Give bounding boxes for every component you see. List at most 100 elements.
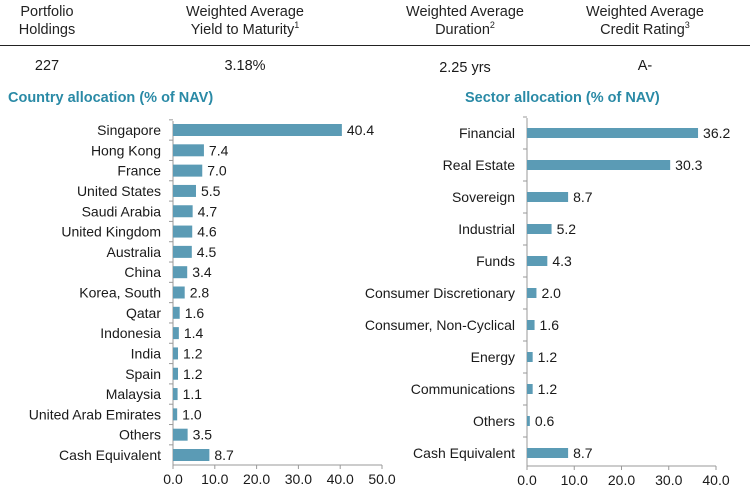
country-value-label: 5.5 (201, 183, 221, 199)
summary-holdings-value: 227 (34, 58, 60, 74)
sector-bar (527, 384, 533, 394)
sector-value-label: 36.2 (703, 125, 730, 141)
portfolio-summary: Portfolio Holdings 227 Weighted Average … (0, 0, 750, 88)
country-x-tick-label: 30.0 (285, 471, 312, 487)
sector-value-label: 1.2 (538, 349, 558, 365)
country-bar (173, 428, 188, 441)
sector-chart-title: Sector allocation (% of NAV) (465, 90, 660, 106)
sector-category-label: Others (473, 413, 515, 429)
country-category-label: Qatar (126, 305, 161, 321)
summary-duration-value: 2.25 yrs (439, 60, 491, 76)
country-value-label: 1.1 (183, 386, 203, 402)
sector-category-label: Financial (459, 125, 515, 141)
country-bar (173, 266, 188, 279)
country-bar (173, 144, 204, 157)
country-bar (173, 205, 193, 218)
country-category-label: Australia (107, 244, 162, 260)
sector-x-tick-label: 10.0 (561, 472, 588, 488)
summary-duration-header: Weighted Average Duration2 (385, 3, 545, 39)
country-category-label: Singapore (97, 122, 161, 138)
country-category-label: Malaysia (106, 386, 161, 402)
summary-holdings-header-line1: Portfolio (20, 4, 74, 20)
summary-rating-header-line1: Weighted Average (586, 4, 704, 20)
country-bar (173, 164, 203, 177)
sector-value-label: 30.3 (675, 157, 702, 173)
country-value-label: 7.0 (207, 163, 227, 179)
country-value-label: 1.0 (182, 406, 202, 422)
sector-category-label: Cash Equivalent (413, 445, 515, 461)
summary-rating-header-line2: Credit Rating3 (565, 21, 725, 39)
sector-category-label: Real Estate (443, 157, 516, 173)
summary-ytm-label: Yield to Maturity (190, 22, 295, 38)
sector-value-label: 8.7 (573, 189, 593, 205)
country-bar (173, 347, 179, 360)
country-category-label: United Arab Emirates (29, 406, 161, 422)
country-bar (173, 286, 185, 299)
country-value-label: 4.5 (197, 244, 217, 260)
sector-bar (527, 320, 535, 330)
country-bar (173, 388, 178, 401)
sector-category-label: Funds (476, 253, 515, 269)
sector-bar (527, 192, 569, 202)
summary-ytm-value: 3.18% (224, 58, 266, 74)
country-bar (173, 184, 196, 197)
sector-value-label: 1.6 (540, 317, 560, 333)
sector-x-tick-label: 30.0 (655, 472, 682, 488)
sector-category-label: Consumer, Non-Cyclical (365, 317, 515, 333)
summary-rating-value: A- (637, 58, 653, 74)
summary-ytm-footnote: 1 (294, 20, 300, 30)
country-category-label: Saudi Arabia (82, 203, 162, 219)
sector-bar (527, 128, 699, 138)
country-value-label: 3.4 (192, 264, 212, 280)
country-category-label: Indonesia (100, 325, 161, 341)
country-value-label: 4.6 (197, 224, 217, 240)
sector-x-tick-label: 0.0 (517, 472, 537, 488)
country-category-label: India (131, 345, 162, 361)
sector-category-label: Communications (411, 381, 515, 397)
sector-value-label: 1.2 (538, 381, 558, 397)
summary-ytm-header-line1: Weighted Average (186, 4, 304, 20)
sector-value-label: 8.7 (573, 445, 593, 461)
country-category-label: Spain (125, 366, 161, 382)
sector-value-label: 2.0 (541, 285, 561, 301)
country-bar (173, 245, 192, 258)
sector-bar (527, 352, 533, 362)
summary-rating-label: Credit Rating (600, 22, 685, 38)
country-value-label: 7.4 (209, 142, 229, 158)
country-chart-title: Country allocation (% of NAV) (8, 90, 214, 106)
country-value-label: 2.8 (190, 285, 210, 301)
country-value-label: 8.7 (214, 447, 234, 463)
sector-x-tick-label: 40.0 (702, 472, 729, 488)
summary-duration-header-line1: Weighted Average (406, 4, 524, 20)
sector-bar (527, 288, 537, 298)
summary-holdings-header-line2: Holdings (18, 22, 76, 38)
country-value-label: 3.5 (193, 427, 213, 443)
country-category-label: Hong Kong (91, 142, 161, 158)
country-category-label: France (117, 163, 161, 179)
sector-bar (527, 256, 548, 266)
country-bar (173, 327, 179, 340)
country-bar (173, 225, 193, 238)
country-category-label: China (124, 264, 161, 280)
summary-duration-footnote: 2 (489, 20, 495, 30)
sector-category-label: Industrial (458, 221, 515, 237)
summary-holdings: Portfolio Holdings 227 (0, 0, 94, 74)
summary-ytm-header: Weighted Average Yield to Maturity1 (160, 3, 330, 39)
summary-ytm: Weighted Average Yield to Maturity1 3.18… (160, 0, 330, 74)
country-x-tick-label: 0.0 (163, 471, 183, 487)
country-category-label: Others (119, 427, 161, 443)
country-category-label: United Kingdom (61, 224, 161, 240)
country-value-label: 1.4 (184, 325, 204, 341)
summary-duration-header-line2: Duration2 (385, 21, 545, 39)
sector-value-label: 5.2 (557, 221, 577, 237)
country-value-label: 1.6 (185, 305, 205, 321)
sector-x-tick-label: 20.0 (608, 472, 635, 488)
summary-rating-footnote: 3 (684, 20, 690, 30)
summary-duration-label: Duration (435, 22, 490, 38)
country-bar (173, 408, 178, 421)
country-category-label: United States (77, 183, 161, 199)
summary-holdings-header: Portfolio Holdings (0, 3, 94, 39)
country-category-label: Cash Equivalent (59, 447, 161, 463)
